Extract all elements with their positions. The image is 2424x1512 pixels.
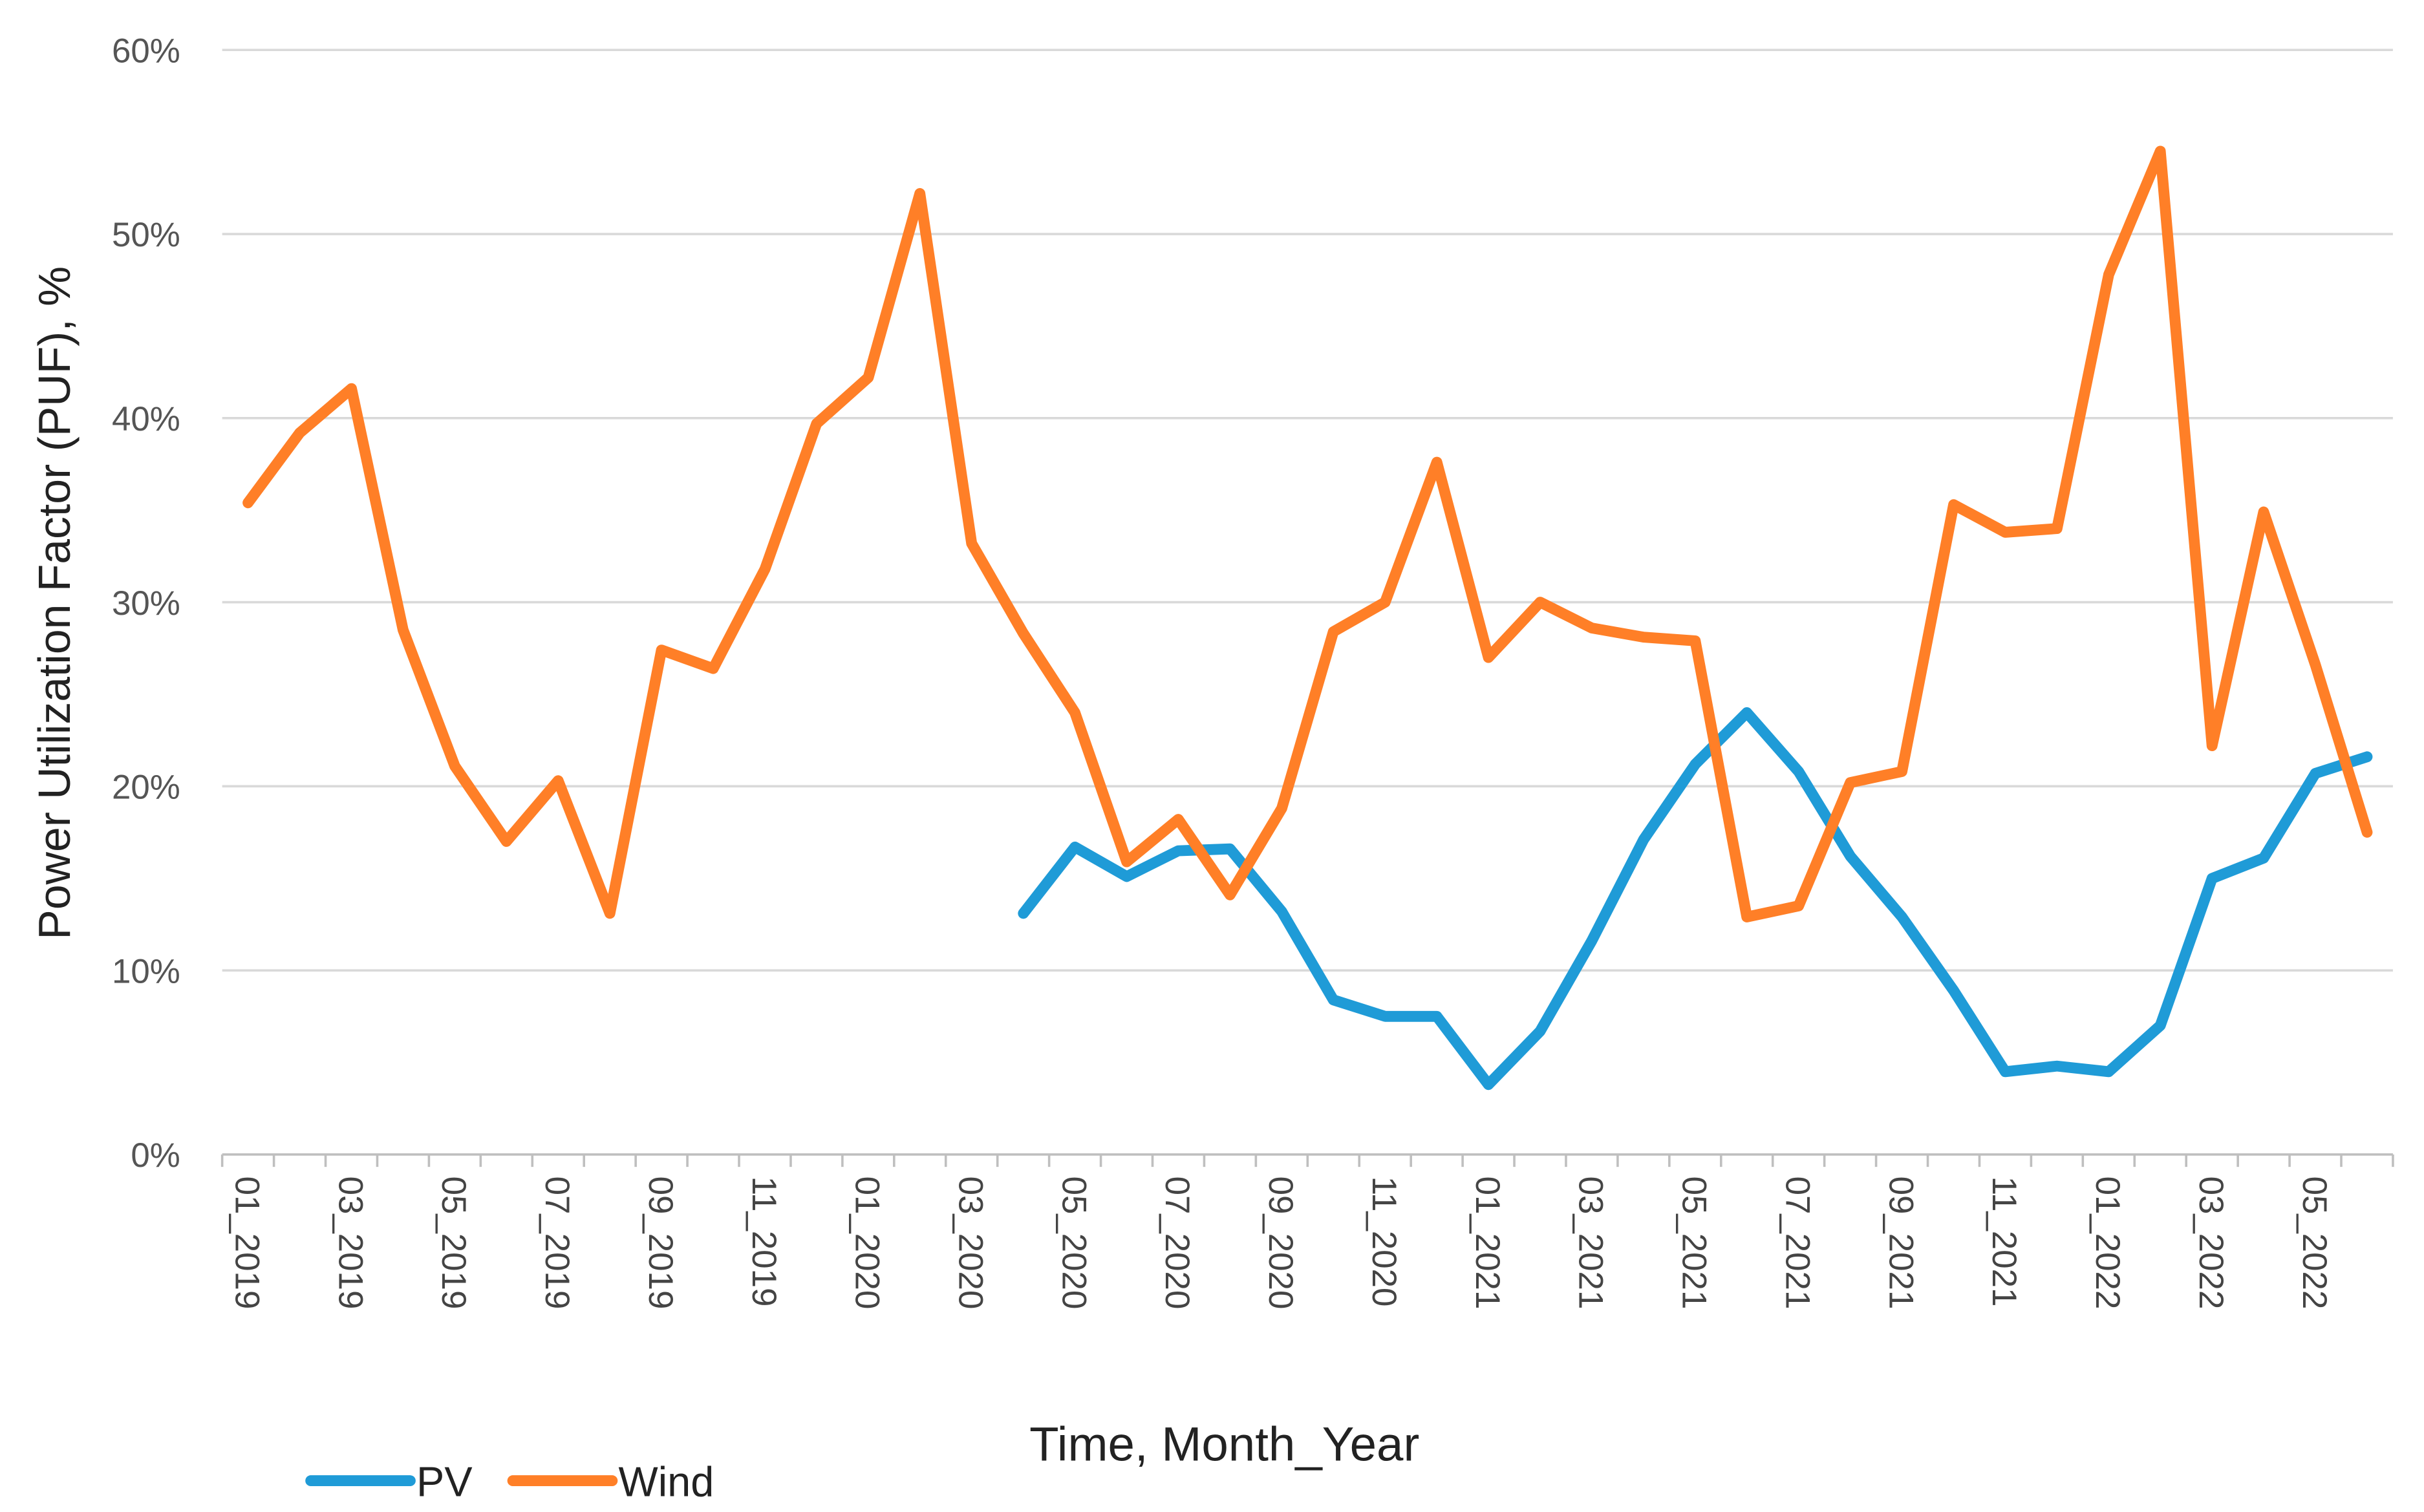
x-tick-label: 05_2021 [1675, 1177, 1713, 1310]
series-line-wind [242, 145, 2373, 922]
y-tick-label: 60% [112, 32, 180, 70]
x-tick-label: 09_2020 [1261, 1177, 1300, 1310]
series-lines [242, 145, 2373, 1091]
y-axis-label: Power Utilization Factor (PUF), % [29, 266, 80, 940]
x-tick-label: 03_2019 [331, 1177, 369, 1310]
x-tick-label: 09_2019 [641, 1177, 680, 1310]
x-tick-label: 05_2020 [1055, 1177, 1093, 1310]
x-tick-label: 05_2022 [2295, 1177, 2333, 1310]
legend-label-wind: Wind [618, 1458, 714, 1506]
x-tick-label: 11_2020 [1365, 1177, 1403, 1307]
x-tick-label: 01_2019 [228, 1177, 266, 1310]
y-tick-label: 30% [112, 584, 180, 623]
series-line-pv [1018, 707, 2373, 1091]
gridlines [222, 48, 2393, 1156]
y-tick-label: 20% [112, 769, 180, 807]
x-tick-label: 07_2021 [1778, 1177, 1816, 1310]
x-tick-label: 11_2019 [745, 1177, 783, 1307]
x-axis-label: Time, Month_Year [1029, 1417, 1419, 1471]
y-tick-label: 0% [131, 1136, 180, 1175]
x-tick-label: 01_2020 [848, 1177, 886, 1310]
x-tick-label: 01_2022 [2088, 1177, 2127, 1310]
y-tick-label: 40% [112, 400, 180, 438]
x-tick-label: 07_2020 [1158, 1177, 1196, 1310]
x-tick-label: 05_2019 [434, 1177, 473, 1310]
y-axis-ticks: 0% 10% 20% 30% 40% 50% 60% [112, 32, 180, 1175]
x-tick-label: 11_2021 [1985, 1177, 2023, 1307]
legend: PV Wind [305, 1458, 714, 1506]
x-tick-label: 09_2021 [1882, 1177, 1920, 1310]
x-tick-label: 03_2020 [951, 1177, 989, 1310]
x-tick-label: 03_2022 [2192, 1177, 2230, 1310]
legend-label-pv: PV [416, 1458, 473, 1506]
y-tick-label: 50% [112, 216, 180, 254]
x-tick-label: 07_2019 [538, 1177, 576, 1310]
x-tick-label: 03_2021 [1572, 1177, 1610, 1310]
x-axis: 01_2019 03_2019 05_2019 07_2019 09_2019 11_20… [220, 1154, 2394, 1310]
y-tick-label: 10% [112, 952, 180, 990]
x-tick-label: 01_2021 [1468, 1177, 1507, 1310]
